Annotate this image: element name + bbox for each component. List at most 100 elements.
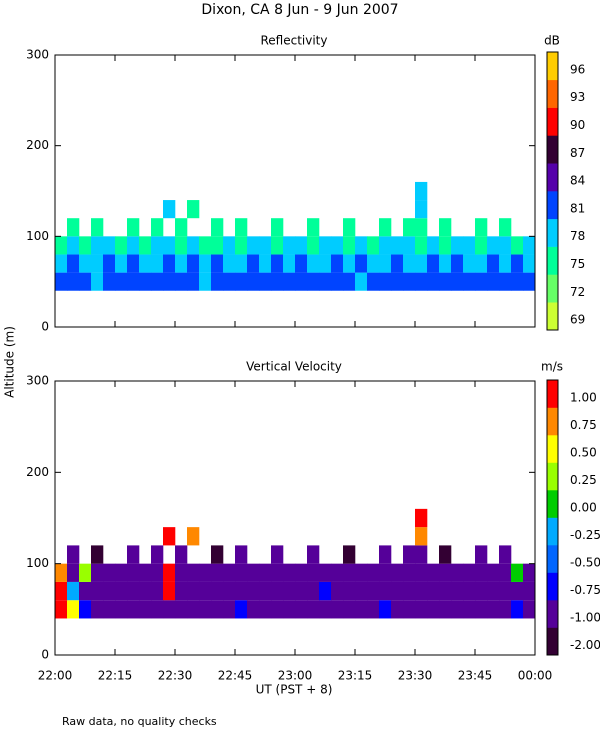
colorbar-swatch [547, 218, 558, 247]
cell [511, 236, 524, 255]
cell [67, 254, 80, 273]
cell [55, 563, 68, 582]
cell [319, 236, 332, 255]
y-tick-label: 300 [26, 374, 49, 388]
cell [451, 236, 464, 255]
cell [163, 581, 176, 601]
cell [499, 272, 512, 291]
cell [211, 545, 224, 564]
cell [127, 272, 140, 291]
cell [499, 254, 512, 273]
cell [115, 581, 128, 601]
cell [499, 563, 512, 582]
cell [331, 254, 344, 273]
cell [271, 254, 284, 273]
cell [55, 581, 68, 601]
cell [343, 563, 356, 582]
cell [211, 254, 224, 273]
cell [499, 545, 512, 564]
x-tick-label: 22:15 [98, 669, 133, 683]
cell [115, 236, 128, 255]
cell [319, 563, 332, 582]
cell [403, 600, 416, 619]
cell [523, 581, 536, 601]
cell [91, 272, 104, 291]
colorbar-label: 72 [570, 285, 585, 299]
cell [79, 254, 92, 273]
cell [175, 563, 188, 582]
cell [427, 272, 440, 291]
cell [403, 218, 416, 237]
cell [463, 254, 476, 273]
colorbar-swatch [547, 79, 558, 108]
cell [163, 254, 176, 273]
cell [55, 254, 68, 273]
cell [355, 563, 368, 582]
cell [319, 581, 332, 601]
cell [223, 600, 236, 619]
cell [91, 254, 104, 273]
cell [271, 218, 284, 237]
colorbar-swatch [547, 517, 558, 546]
cell [487, 236, 500, 255]
cell [427, 600, 440, 619]
cell [103, 236, 116, 255]
cell [343, 581, 356, 601]
cell [199, 272, 212, 291]
cell [367, 581, 380, 601]
cell [223, 563, 236, 582]
cell [139, 581, 152, 601]
cell [151, 600, 164, 619]
cell [271, 581, 284, 601]
y-tick-label: 200 [26, 138, 49, 152]
cell [283, 563, 296, 582]
cell [271, 600, 284, 619]
cell [415, 272, 428, 291]
cell [307, 545, 320, 564]
cell [91, 600, 104, 619]
cell [295, 236, 308, 255]
cell [91, 218, 104, 237]
cell [391, 254, 404, 273]
cell [415, 181, 428, 201]
cell [499, 236, 512, 255]
cell [343, 272, 356, 291]
cell [307, 218, 320, 237]
cell [79, 236, 92, 255]
cell [475, 236, 488, 255]
cell [511, 563, 524, 582]
cell [307, 254, 320, 273]
cell [379, 581, 392, 601]
cell [55, 600, 68, 619]
colorbar-swatch [547, 490, 558, 518]
y-tick-label: 200 [26, 465, 49, 479]
cell [331, 581, 344, 601]
cell [271, 236, 284, 255]
cell [367, 236, 380, 255]
cell [499, 600, 512, 619]
cell [439, 272, 452, 291]
cell [463, 236, 476, 255]
cell [175, 545, 188, 564]
cell [523, 600, 536, 619]
cell [259, 236, 272, 255]
cell [415, 254, 428, 273]
colorbar-label: 0.50 [570, 445, 597, 459]
cell [187, 600, 200, 619]
cell [247, 600, 260, 619]
cell [187, 563, 200, 582]
colorbar-swatch [547, 107, 558, 136]
cell [463, 272, 476, 291]
cell [259, 254, 272, 273]
cell [319, 272, 332, 291]
cell [487, 563, 500, 582]
colorbar-swatch [547, 407, 558, 436]
cell [139, 236, 152, 255]
x-tick-label: 22:30 [158, 669, 193, 683]
cell [103, 581, 116, 601]
cell [463, 563, 476, 582]
y-tick-label: 0 [41, 648, 49, 662]
cell [439, 236, 452, 255]
cell [523, 272, 536, 291]
colorbar-label: 93 [570, 90, 585, 104]
